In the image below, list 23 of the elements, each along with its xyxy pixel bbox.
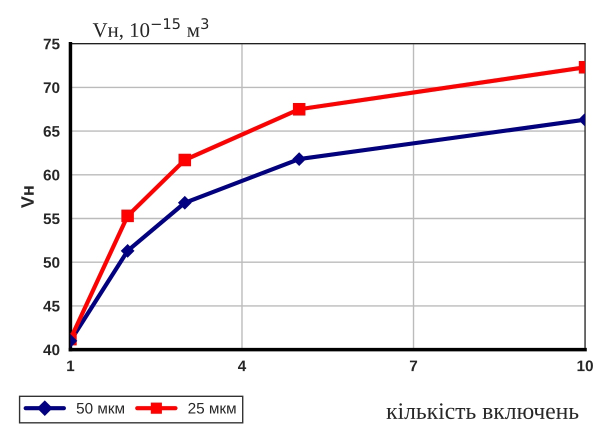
point (178, 154, 192, 166)
y-tick-label: 75 (44, 38, 60, 50)
x-tick-label: 7 (410, 360, 418, 372)
y-tick-label: 45 (43, 300, 60, 312)
text: Vн, 10$^{−15}$ м$^{3}$ (92, 18, 208, 40)
y-axis-title: Vн (21, 186, 34, 208)
point (178, 196, 192, 210)
y-tick-label: 40 (43, 344, 60, 356)
point (121, 210, 134, 222)
y-tick-label: 50 (44, 257, 60, 268)
legend-label: 25 мкм (188, 402, 236, 414)
point (292, 103, 306, 116)
y-tick-label: 60 (44, 170, 60, 180)
x-tick-label: 4 (238, 360, 246, 372)
point (121, 244, 134, 258)
x-axis-title: кількість включень (386, 403, 578, 420)
point (292, 152, 306, 166)
x-tick-label: 1 (67, 360, 74, 372)
y-tick-label: 65 (44, 126, 60, 137)
legend-label: 50 мкм (76, 402, 124, 414)
y-tick-label: 55 (44, 214, 60, 224)
y-tick-label: 70 (44, 82, 60, 94)
x-tick-label: 10 (578, 360, 593, 372)
